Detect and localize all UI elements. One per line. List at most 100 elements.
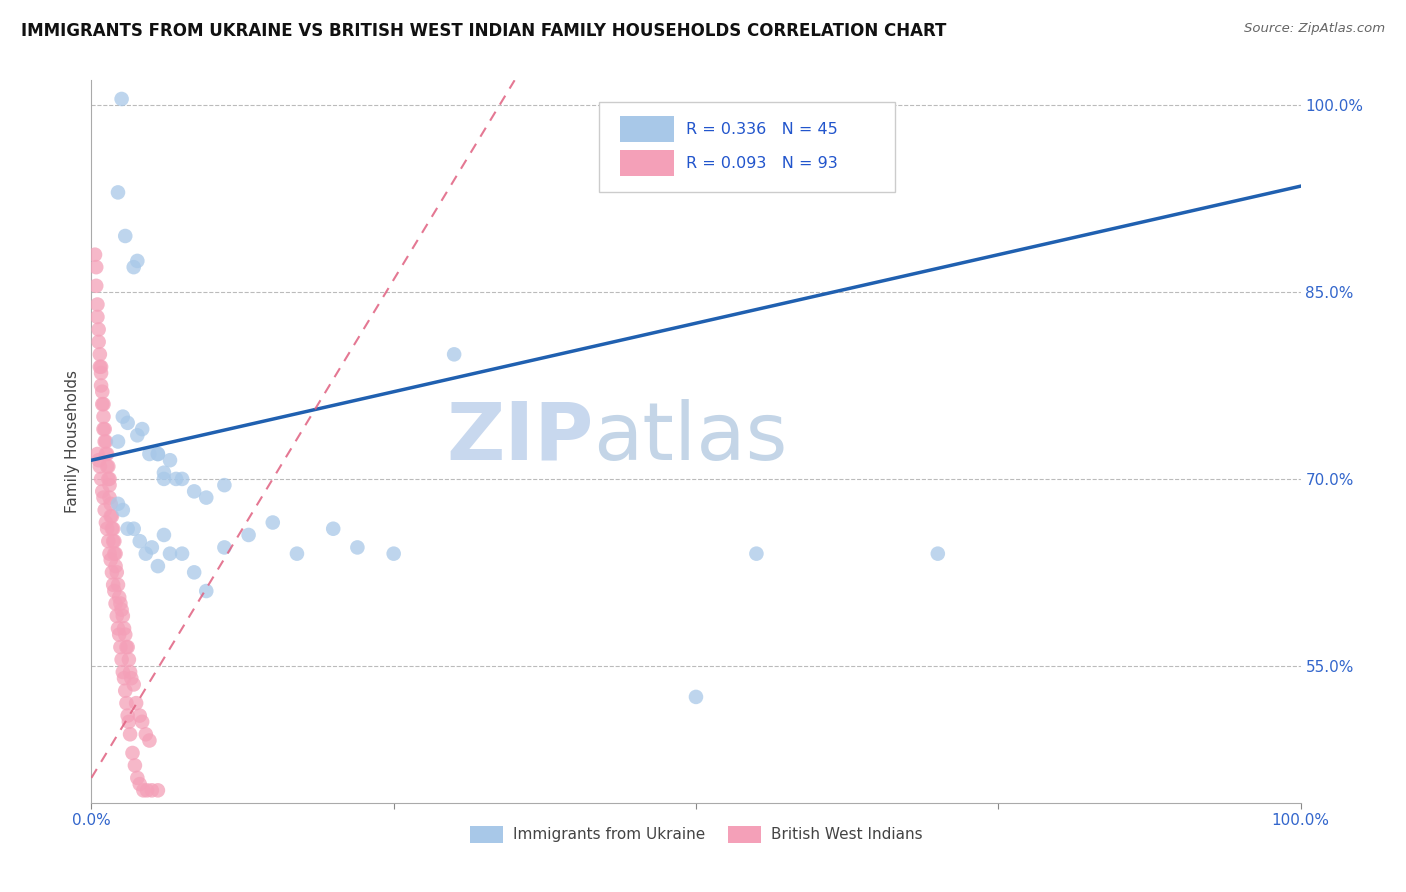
Point <box>86 297 108 311</box>
Point <box>115 640 138 654</box>
Point <box>172 547 194 561</box>
Point <box>111 652 132 666</box>
Point <box>104 547 127 561</box>
Point <box>195 491 218 505</box>
Point <box>114 229 136 244</box>
Point <box>111 603 132 617</box>
Point <box>111 665 134 679</box>
Text: atlas: atlas <box>593 399 787 477</box>
Point <box>382 547 405 561</box>
Point <box>101 566 124 580</box>
Y-axis label: Family Households: Family Households <box>65 370 80 513</box>
Point <box>121 746 143 760</box>
Point <box>443 347 465 361</box>
Point <box>104 597 127 611</box>
Point <box>214 478 236 492</box>
Point <box>93 491 115 505</box>
Point <box>214 541 236 555</box>
Point <box>153 466 176 480</box>
Point <box>117 640 139 654</box>
Point <box>120 727 142 741</box>
Point <box>112 671 135 685</box>
Point <box>111 503 134 517</box>
Point <box>87 322 110 336</box>
Point <box>97 534 120 549</box>
Point <box>159 547 181 561</box>
Point <box>146 447 169 461</box>
Point <box>101 578 124 592</box>
Point <box>132 783 155 797</box>
Point <box>122 677 145 691</box>
Point <box>135 547 157 561</box>
Legend: Immigrants from Ukraine, British West Indians: Immigrants from Ukraine, British West In… <box>464 820 928 849</box>
Point <box>107 497 129 511</box>
Point <box>136 783 159 797</box>
Point <box>114 627 136 641</box>
Point <box>195 584 218 599</box>
Point <box>98 547 121 561</box>
Point <box>346 541 368 555</box>
Point <box>118 652 141 666</box>
Point <box>93 503 115 517</box>
Point <box>146 783 169 797</box>
Point <box>87 334 110 349</box>
Point <box>100 553 122 567</box>
Point <box>84 260 107 274</box>
Point <box>96 447 118 461</box>
Point <box>98 472 121 486</box>
Point <box>131 714 153 729</box>
Point <box>90 359 112 374</box>
Point <box>94 516 117 530</box>
Text: IMMIGRANTS FROM UKRAINE VS BRITISH WEST INDIAN FAMILY HOUSEHOLDS CORRELATION CHA: IMMIGRANTS FROM UKRAINE VS BRITISH WEST … <box>21 22 946 40</box>
Point <box>107 186 129 200</box>
Point <box>91 384 114 399</box>
Point <box>104 559 127 574</box>
Point <box>262 516 284 530</box>
Point <box>97 472 120 486</box>
Point <box>122 260 145 274</box>
Point <box>685 690 707 704</box>
Point <box>97 459 120 474</box>
Point <box>124 758 146 772</box>
Point <box>93 422 115 436</box>
Point <box>86 310 108 324</box>
Point <box>120 665 142 679</box>
Point <box>93 409 115 424</box>
Point <box>90 472 112 486</box>
Point <box>117 708 139 723</box>
Point <box>118 714 141 729</box>
Point <box>135 727 157 741</box>
Point <box>101 534 124 549</box>
Point <box>128 708 150 723</box>
Point <box>105 566 128 580</box>
Point <box>89 459 111 474</box>
Point <box>96 459 118 474</box>
Point <box>159 453 181 467</box>
Point <box>103 534 125 549</box>
Point <box>87 453 110 467</box>
Point <box>165 472 187 486</box>
Point <box>94 447 117 461</box>
Point <box>172 472 194 486</box>
Point <box>112 621 135 635</box>
Point <box>111 409 134 424</box>
Point <box>84 278 107 293</box>
Point <box>110 597 132 611</box>
Point <box>117 522 139 536</box>
Point <box>103 547 125 561</box>
Point <box>100 497 122 511</box>
Point <box>153 528 176 542</box>
Point <box>108 627 131 641</box>
Point <box>138 733 160 747</box>
Point <box>146 447 169 461</box>
Point <box>93 434 115 449</box>
Point <box>84 248 107 262</box>
Point <box>128 777 150 791</box>
Point <box>745 547 768 561</box>
Point <box>101 509 124 524</box>
Point <box>107 621 129 635</box>
Point <box>91 484 114 499</box>
Point <box>103 584 125 599</box>
Point <box>105 609 128 624</box>
Bar <box>620 151 675 177</box>
